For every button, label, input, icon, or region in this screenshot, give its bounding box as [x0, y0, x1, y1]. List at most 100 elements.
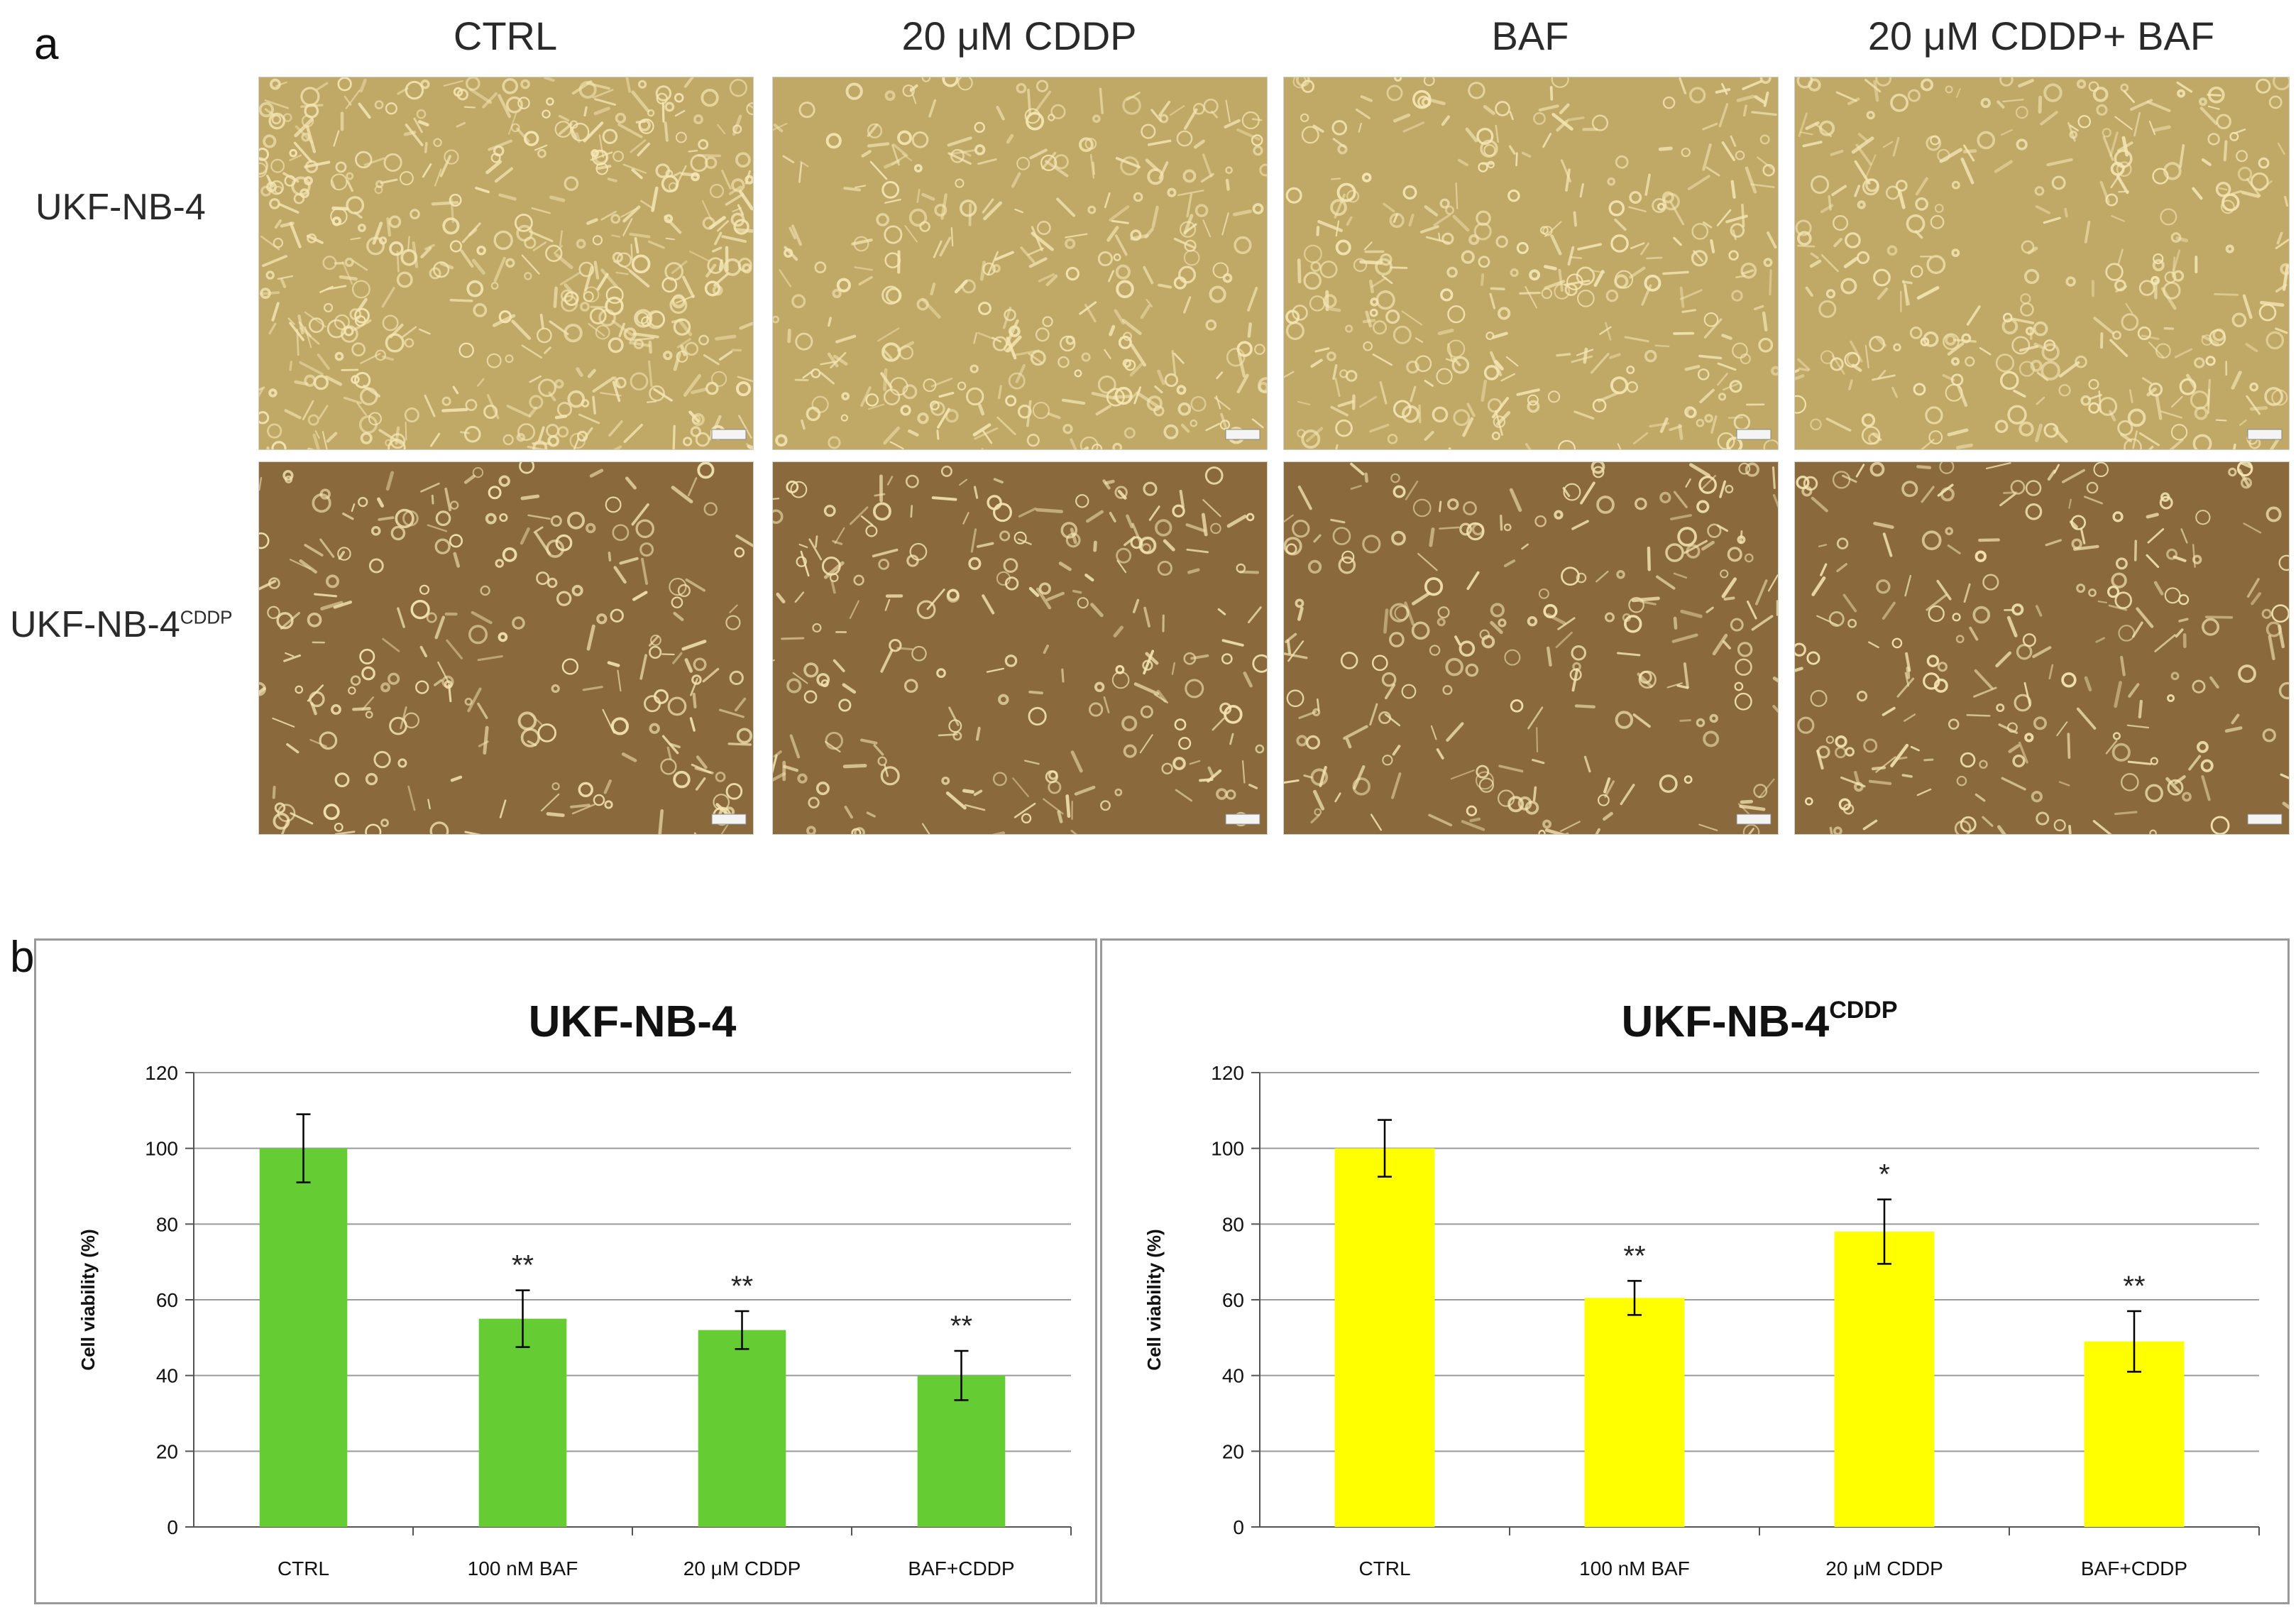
cell-shape: [796, 556, 807, 567]
cell-shape: [2132, 430, 2138, 449]
cell-shape: [2228, 467, 2237, 477]
cell-shape: [592, 395, 596, 415]
cell-shape: [1679, 77, 1687, 94]
cell-shape: [1212, 718, 1225, 731]
cell-shape: [271, 114, 282, 125]
cell-shape: [2010, 317, 2035, 324]
cell-shape: [832, 540, 843, 545]
cell-shape: [973, 486, 979, 499]
cell-shape: [1656, 575, 1676, 590]
cell-shape: [2018, 345, 2039, 352]
cell-shape: [312, 493, 331, 513]
cell-shape: [992, 336, 1008, 351]
cell-shape: [1818, 544, 1828, 547]
cell-shape: [532, 241, 547, 251]
cell-shape: [1715, 88, 1731, 94]
cell-shape: [1384, 713, 1401, 727]
cell-shape: [1202, 153, 1213, 177]
cell-shape: [405, 421, 407, 441]
cell-shape: [529, 375, 542, 383]
cell-shape: [1158, 100, 1171, 117]
cell-shape: [1394, 77, 1402, 82]
cell-shape: [1995, 354, 2015, 373]
cell-shape: [346, 172, 354, 180]
cell-shape: [1187, 568, 1200, 574]
cell-shape: [1295, 598, 1304, 608]
cell-shape: [538, 378, 556, 398]
cell-shape: [359, 648, 375, 664]
cell-shape: [2264, 387, 2284, 406]
cell-shape: [1424, 379, 1434, 387]
cell-shape: [2209, 676, 2219, 689]
cell-shape: [1385, 310, 1400, 324]
cell-shape: [673, 770, 691, 789]
significance-marker: *: [1879, 1159, 1890, 1190]
cell-shape: [2128, 683, 2140, 698]
cell-shape: [2088, 81, 2099, 92]
cell-shape: [1401, 684, 1417, 699]
cell-shape: [1173, 352, 1185, 364]
cell-shape: [520, 494, 540, 500]
cell-shape: [2265, 506, 2282, 522]
cell-shape: [1330, 518, 1346, 524]
cell-shape: [607, 661, 620, 667]
cell-shape: [884, 90, 896, 102]
cell-shape: [1864, 344, 1869, 368]
cell-shape: [1362, 319, 1376, 324]
cell-shape: [1027, 247, 1044, 256]
cell-shape: [667, 696, 687, 716]
cell-shape: [272, 717, 295, 728]
cell-shape: [2249, 406, 2268, 411]
cell-shape: [1040, 154, 1058, 171]
cell-shape: [471, 610, 493, 625]
cell-shape: [1481, 273, 1485, 286]
cell-shape: [1056, 197, 1076, 217]
cell-shape: [1718, 103, 1729, 128]
cell-shape: [1797, 716, 1815, 734]
cell-shape: [725, 782, 743, 800]
cell-shape: [1498, 307, 1511, 320]
cell-shape: [485, 160, 502, 175]
cell-shape: [705, 381, 719, 395]
cell-shape: [516, 127, 530, 143]
cell-shape: [1857, 200, 1866, 209]
scale-bar: [2247, 814, 2283, 825]
cell-shape: [666, 746, 672, 760]
cell-shape: [1683, 540, 1708, 554]
cell-shape: [797, 773, 808, 784]
cell-shape: [1176, 385, 1187, 395]
cell-shape: [2064, 207, 2068, 218]
cell-shape: [1730, 618, 1744, 632]
cell-shape: [488, 486, 502, 500]
cell-shape: [1702, 143, 1712, 171]
cell-shape: [1412, 89, 1432, 109]
cell-shape: [295, 125, 314, 144]
cell-shape: [2015, 106, 2028, 119]
cell-shape: [1741, 203, 1745, 228]
cell-shape: [2058, 361, 2080, 378]
cell-shape: [1640, 242, 1649, 256]
cell-shape: [1390, 473, 1400, 483]
cell-shape: [380, 818, 389, 828]
cell-shape: [2246, 578, 2260, 598]
cell-shape: [2097, 601, 2108, 603]
cell-shape: [353, 371, 371, 389]
cell-shape: [1099, 87, 1104, 114]
cell-shape: [380, 682, 391, 693]
cell-shape: [2231, 371, 2242, 390]
cell-shape: [304, 311, 326, 328]
cell-shape: [1921, 530, 1942, 551]
cell-shape: [1393, 113, 1411, 123]
cell-shape: [1020, 246, 1036, 263]
cell-shape: [1608, 200, 1625, 217]
cell-shape: [1737, 642, 1753, 657]
cell-shape: [1558, 268, 1564, 292]
cell-shape: [669, 296, 688, 314]
cell-shape: [1693, 250, 1704, 262]
cell-shape: [1730, 223, 1745, 238]
cell-shape: [1960, 158, 1974, 185]
cell-shape: [1111, 219, 1129, 224]
cell-shape: [1532, 758, 1545, 765]
cell-shape: [443, 80, 463, 87]
cell-shape: [1689, 87, 1706, 104]
